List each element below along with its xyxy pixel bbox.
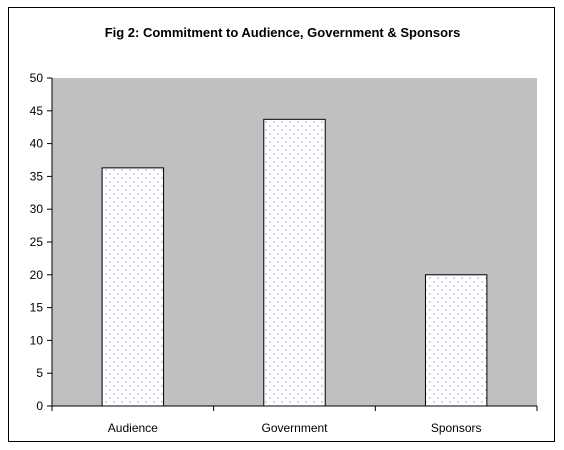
y-tick-label: 0 — [36, 399, 43, 413]
x-tick-label: Audience — [108, 421, 158, 435]
y-tick-label: 50 — [30, 71, 44, 85]
y-tick-label: 35 — [30, 169, 44, 183]
bar-government — [263, 118, 326, 407]
y-tick-label: 20 — [30, 268, 44, 282]
y-tick-label: 10 — [30, 333, 44, 347]
bar-audience — [101, 167, 165, 407]
y-tick-label: 5 — [36, 366, 43, 380]
bar-sponsors — [424, 274, 488, 407]
x-tick-label: Sponsors — [431, 421, 482, 435]
x-tick-label: Government — [261, 421, 328, 435]
y-tick-label: 25 — [30, 235, 44, 249]
y-tick-label: 40 — [30, 137, 44, 151]
y-tick-label: 45 — [30, 104, 44, 118]
y-tick-label: 15 — [30, 301, 44, 315]
y-tick-label: 30 — [30, 202, 44, 216]
chart-title: Fig 2: Commitment to Audience, Governmen… — [104, 25, 461, 40]
